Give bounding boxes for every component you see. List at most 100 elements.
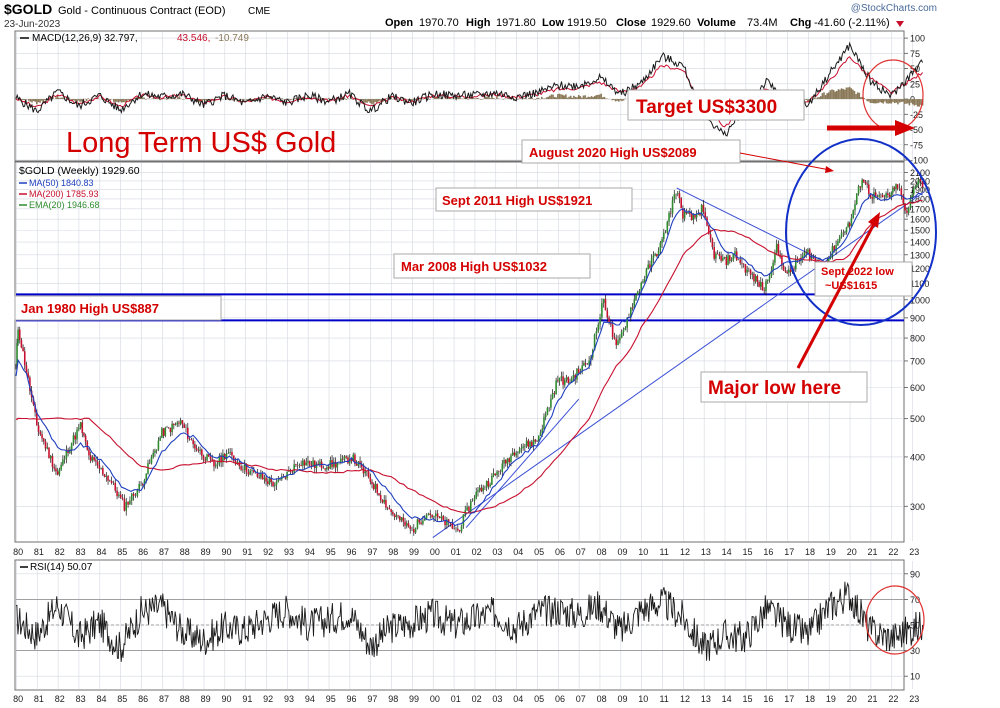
jan1980-callout: Jan 1980 High US$887	[14, 295, 222, 321]
low-label: Low	[542, 17, 564, 29]
macd-panel-frame	[14, 30, 905, 162]
x-tick-label: 86	[138, 547, 148, 557]
x-tick-label: 19	[826, 547, 836, 557]
x-tick-label: 98	[388, 547, 398, 557]
x-tick-label: 88	[180, 547, 190, 557]
x-axes: 80 81 82 83 84 85 86 87 88 89 90 91 92 93 94 95 96 97 98 99…	[13, 547, 919, 704]
x-tick-label: 87	[159, 547, 169, 557]
sep2022-label-line2: ~US$1615	[825, 280, 877, 292]
price-y-tick-label: 700	[910, 356, 925, 366]
x-tick-label: 00	[430, 547, 440, 557]
price-y-tick-label: 1600	[910, 215, 930, 225]
macd-y-tick-label: 100	[910, 34, 925, 44]
price-y-tick-label: 300	[910, 502, 925, 512]
target-arrowhead-icon	[895, 120, 915, 136]
ma200-line	[15, 199, 923, 514]
x-tick-label: 00	[430, 694, 440, 704]
volume-value: 73.4M	[747, 17, 778, 29]
price-y-tick-label: 1500	[910, 226, 930, 236]
price-y-tick-label: 1400	[910, 238, 930, 248]
exchange: CME	[248, 6, 271, 17]
x-tick-label: 16	[763, 547, 773, 557]
x-tick-label: 80	[13, 547, 23, 557]
chart-header: $GOLD Gold - Continuous Contract (EOD) C…	[4, 1, 937, 30]
x-tick-label: 17	[784, 694, 794, 704]
x-tick-label: 23	[909, 547, 919, 557]
mar2008-callout: Mar 2008 High US$1032	[393, 253, 591, 279]
x-tick-label: 16	[763, 694, 773, 704]
rsi-y-tick-label: 10	[910, 672, 920, 682]
ohlc-readout: Open 1970.70 High 1971.80 Low 1919.50 Cl…	[385, 17, 904, 29]
x-tick-label: 13	[701, 547, 711, 557]
x-tick-label: 08	[597, 694, 607, 704]
x-tick-label: 08	[597, 547, 607, 557]
rsi-line	[15, 581, 924, 662]
x-tick-label: 13	[701, 694, 711, 704]
x-tick-label: 09	[617, 694, 627, 704]
price-y-tick-label: 2000	[910, 176, 930, 186]
open-value: 1970.70	[419, 17, 459, 29]
x-tick-label: 03	[492, 694, 502, 704]
rsi-y-tick-label: 30	[910, 646, 920, 656]
low-value: 1919.50	[567, 17, 607, 29]
rsi-legend-text: RSI(14) 50.07	[30, 562, 93, 573]
x-tick-label: 01	[451, 694, 461, 704]
x-tick-label: 21	[868, 694, 878, 704]
x-tick-label: 21	[868, 547, 878, 557]
x-tick-label: 92	[263, 547, 273, 557]
high-label: High	[466, 17, 491, 29]
x-tick-label: 09	[617, 547, 627, 557]
x-tick-label: 19	[826, 694, 836, 704]
x-tick-label: 14	[722, 694, 732, 704]
x-tick-label: 82	[55, 694, 65, 704]
sep2011-callout: Sept 2011 High US$1921	[435, 187, 633, 212]
price-y-tick-label: 1200	[910, 264, 930, 274]
x-tick-label: 81	[34, 547, 44, 557]
major-low-callout: Major low here	[700, 371, 868, 403]
x-tick-label: 99	[409, 694, 419, 704]
x-tick-label: 82	[55, 547, 65, 557]
x-tick-label: 11	[659, 547, 668, 557]
aug2020-arrowhead-icon	[825, 166, 834, 173]
x-tick-label: 10	[638, 547, 648, 557]
x-tick-label: 81	[34, 694, 44, 704]
price-y-tick-label: 600	[910, 383, 925, 393]
ema20-legend: EMA(20) 1946.68	[29, 200, 100, 210]
chg-label: Chg	[790, 17, 811, 29]
x-tick-label: 96	[347, 694, 357, 704]
chg-value: -41.60 (-2.11%)	[814, 17, 890, 29]
x-tick-label: 93	[284, 694, 294, 704]
x-tick-label: 87	[159, 694, 169, 704]
x-tick-label: 04	[513, 694, 523, 704]
x-tick-label: 97	[367, 694, 377, 704]
sep2022-callout: Sept 2022 low ~US$1615	[814, 261, 913, 297]
close-value: 1929.60	[651, 17, 691, 29]
x-tick-label: 12	[680, 547, 690, 557]
y-axes: 1007550250-25-50-75-10021002000190018001…	[904, 34, 930, 682]
price-legend-title: $GOLD (Weekly) 1929.60	[19, 165, 140, 177]
price-legend: $GOLD (Weekly) 1929.60 MA(50) 1840.83 MA…	[19, 165, 140, 210]
macd-hist-legend-text: -10.749	[215, 33, 249, 44]
x-tick-label: 84	[96, 694, 106, 704]
x-tick-label: 05	[534, 547, 544, 557]
early-trendline	[465, 398, 580, 528]
x-tick-label: 95	[326, 547, 336, 557]
x-tick-label: 03	[492, 547, 502, 557]
x-tick-label: 11	[659, 694, 668, 704]
x-tick-label: 12	[680, 694, 690, 704]
x-tick-label: 94	[305, 694, 315, 704]
macd-y-tick-label: -50	[910, 125, 923, 135]
x-tick-label: 06	[555, 547, 565, 557]
x-tick-label: 85	[117, 694, 127, 704]
price-y-tick-label: 400	[910, 452, 925, 462]
price-y-tick-label: 1900	[910, 185, 930, 195]
x-tick-label: 83	[76, 694, 86, 704]
price-y-tick-label: 1800	[910, 194, 930, 204]
price-y-tick-label: 1700	[910, 204, 930, 214]
x-tick-label: 90	[221, 694, 231, 704]
close-label: Close	[616, 17, 646, 29]
x-tick-label: 20	[847, 694, 857, 704]
sep2022-label-line1: Sept 2022 low	[821, 266, 894, 278]
macd-legend-text: MACD(12,26,9) 32.797,	[32, 33, 138, 44]
